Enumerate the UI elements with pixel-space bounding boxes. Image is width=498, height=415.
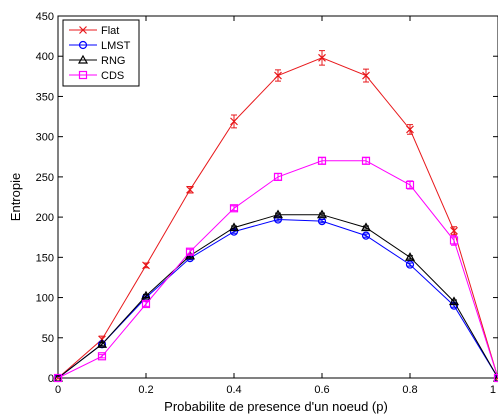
cds-error-bar — [231, 205, 237, 212]
y-tick-label: 250 — [36, 172, 54, 184]
x-tick-label: 0 — [55, 384, 61, 396]
cds-error-bar — [143, 301, 149, 307]
legend: Flat LMST RNG CDS — [62, 19, 140, 87]
legend-marker-lmst — [78, 40, 88, 50]
x-tick-label: 0.4 — [226, 384, 241, 396]
rng-point — [96, 339, 108, 348]
cds-point — [53, 373, 63, 383]
lmst-error-bar — [363, 233, 369, 238]
cds-point — [229, 204, 239, 213]
lmst-error-bar — [319, 219, 325, 224]
rng-point — [140, 290, 152, 300]
cds-error-bar — [99, 354, 105, 359]
legend-label-lmst: LMST — [101, 40, 131, 52]
flat-point — [230, 117, 238, 126]
rng-point — [228, 222, 240, 232]
y-tick-label: 100 — [36, 293, 54, 305]
y-tick-label: 350 — [36, 91, 54, 103]
rng-point — [316, 209, 328, 219]
legend-marker-cds — [78, 70, 88, 80]
cds-point — [97, 352, 107, 361]
lmst-point — [361, 231, 371, 240]
y-tick-label: 200 — [36, 212, 54, 224]
rng-point — [492, 372, 498, 382]
y-tick-label: 50 — [42, 333, 54, 345]
y-tick-label: 150 — [36, 252, 54, 264]
cds-error-bar — [187, 248, 193, 255]
x-axis-label: Probabilite de presence d'un noeud (p) — [164, 399, 388, 414]
y-tick-label: 450 — [36, 11, 54, 23]
rng-point — [272, 209, 284, 219]
cds-point — [185, 247, 195, 256]
flat-point — [406, 125, 414, 134]
lmst-point — [405, 260, 415, 269]
flat-point — [186, 185, 194, 194]
axes-ticks: 0 50 100 150 200 250 300 350 400 450 0 0.2 0.4 0.6 0.8… — [36, 11, 498, 396]
rng-point — [448, 296, 460, 306]
flat-point — [318, 53, 326, 62]
x-tick-label: 1 — [490, 384, 496, 396]
cds-point — [449, 236, 459, 245]
y-tick-label: 400 — [36, 51, 54, 63]
series-layer — [52, 50, 498, 383]
y-tick-label: 0 — [48, 373, 54, 385]
flat-point — [142, 261, 150, 270]
lmst-error-bar — [407, 262, 413, 267]
series-cds — [53, 156, 498, 383]
rng-point — [404, 252, 416, 261]
cds-point — [273, 172, 283, 181]
x-tick-label: 0.2 — [138, 384, 153, 396]
cds-point — [405, 180, 415, 190]
rng-point — [360, 222, 372, 232]
legend-label-flat: Flat — [101, 25, 119, 37]
legend-label-cds: CDS — [101, 70, 124, 82]
y-tick-label: 300 — [36, 132, 54, 144]
flat-point — [450, 226, 458, 235]
x-tick-label: 0.8 — [402, 384, 417, 396]
flat-point — [274, 71, 282, 80]
cds-point — [493, 373, 498, 383]
flat-point — [362, 71, 370, 80]
cds-point — [317, 156, 327, 165]
x-tick-label: 0.6 — [314, 384, 329, 396]
legend-marker-rng — [77, 54, 89, 64]
cds-point — [361, 156, 371, 165]
legend-marker-flat — [79, 26, 87, 34]
y-axis-label: Entropie — [8, 173, 23, 221]
legend-label-rng: RNG — [101, 55, 125, 67]
cds-point — [141, 299, 151, 309]
